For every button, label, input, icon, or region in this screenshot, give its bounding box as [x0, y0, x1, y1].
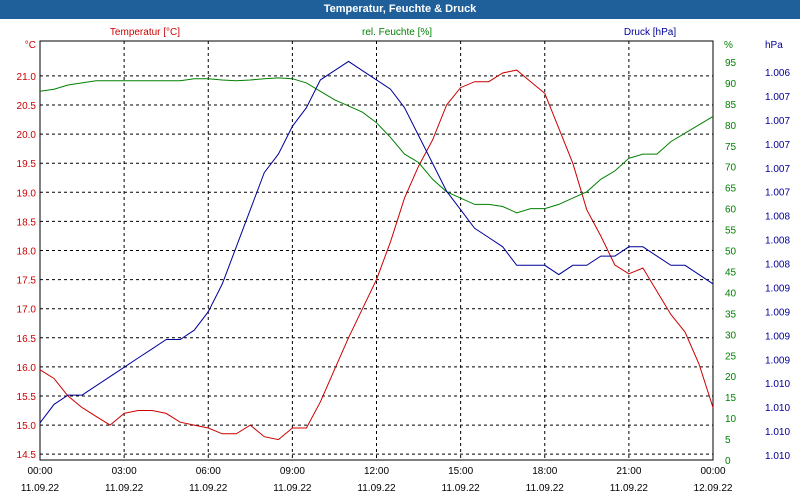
temperature-tick-label: 15.0 — [17, 421, 37, 432]
humidity-tick-label: 5 — [725, 435, 731, 446]
x-tick-date: 11.09.22 — [21, 483, 60, 494]
temperature-tick-label: 20.0 — [17, 130, 37, 141]
temperature-tick-label: 17.5 — [17, 276, 37, 287]
pressure-line — [39, 60, 714, 424]
temperature-tick-label: 18.0 — [17, 247, 37, 258]
pressure-axis-label: Druck [hPa] — [624, 27, 676, 38]
x-tick-date: 11.09.22 — [610, 483, 649, 494]
temperature-tick-label: 16.5 — [17, 334, 37, 345]
humidity-tick-label: 70 — [725, 163, 737, 174]
humidity-line — [39, 77, 714, 214]
axes: 00:00 11.09.22 03:00 11.09.22 06:00 11.09.22 0… — [17, 58, 791, 494]
x-tick-date: 11.09.22 — [357, 483, 396, 494]
pressure-tick-label: 1.008 — [765, 260, 790, 271]
temperature-tick-label: 19.5 — [17, 159, 37, 170]
humidity-tick-label: 45 — [725, 267, 737, 278]
pressure-tick-label: 1.010 — [765, 451, 790, 462]
humidity-tick-label: 50 — [725, 247, 737, 258]
x-tick-date: 11.09.22 — [273, 483, 312, 494]
x-tick-time: 09:00 — [280, 466, 305, 477]
pressure-tick-label: 1.007 — [765, 92, 790, 103]
x-tick-time: 21:00 — [616, 466, 641, 477]
x-tick-date: 11.09.22 — [189, 483, 228, 494]
humidity-tick-label: 65 — [725, 184, 737, 195]
humidity-tick-label: 80 — [725, 121, 737, 132]
temperature-tick-label: 19.0 — [17, 188, 37, 199]
x-tick-time: 12:00 — [364, 466, 389, 477]
x-tick-time: 15:00 — [448, 466, 473, 477]
pressure-tick-label: 1.007 — [765, 164, 790, 175]
humidity-tick-label: 10 — [725, 414, 737, 425]
temperature-tick-label: 20.5 — [17, 101, 37, 112]
pressure-tick-label: 1.007 — [765, 140, 790, 151]
humidity-tick-label: 60 — [725, 205, 737, 216]
pressure-tick-label: 1.006 — [765, 68, 790, 79]
x-tick-date: 11.09.22 — [105, 483, 144, 494]
pressure-tick-label: 1.009 — [765, 307, 790, 318]
pressure-tick-label: 1.007 — [765, 116, 790, 127]
temperature-tick-label: 17.0 — [17, 305, 37, 316]
gridlines — [40, 41, 713, 460]
temperature-axis-label: Temperatur [°C] — [110, 27, 180, 38]
humidity-tick-label: 25 — [725, 351, 737, 362]
pressure-tick-label: 1.010 — [765, 427, 790, 438]
x-tick-time: 18:00 — [532, 466, 557, 477]
chart-title: Temperatur, Feuchte & Druck — [0, 0, 800, 19]
temperature-line — [39, 69, 714, 441]
humidity-tick-label: 90 — [725, 79, 737, 90]
x-tick-date: 11.09.22 — [442, 483, 481, 494]
pressure-tick-label: 1.010 — [765, 403, 790, 414]
humidity-tick-label: 95 — [725, 58, 737, 69]
x-tick-time: 00:00 — [700, 466, 725, 477]
temperature-tick-label: 21.0 — [17, 72, 37, 83]
humidity-tick-label: 85 — [725, 100, 737, 111]
pressure-tick-label: 1.008 — [765, 236, 790, 247]
humidity-tick-label: 75 — [725, 142, 737, 153]
series-lines — [39, 60, 714, 441]
temperature-tick-label: 16.0 — [17, 363, 37, 374]
humidity-tick-label: 40 — [725, 288, 737, 299]
x-tick-time: 00:00 — [27, 466, 52, 477]
pressure-tick-label: 1.010 — [765, 379, 790, 390]
humidity-tick-label: 20 — [725, 372, 737, 383]
humidity-tick-label: 55 — [725, 226, 737, 237]
humidity-tick-label: 30 — [725, 330, 737, 341]
humidity-tick-label: 15 — [725, 393, 737, 404]
x-tick-time: 06:00 — [196, 466, 221, 477]
humidity-axis-label: rel. Feuchte [%] — [362, 27, 432, 38]
pressure-unit-label: hPa — [765, 40, 783, 51]
temperature-tick-label: 18.5 — [17, 217, 37, 228]
pressure-tick-label: 1.009 — [765, 355, 790, 366]
temperature-tick-label: 15.5 — [17, 392, 37, 403]
temperature-tick-label: 14.5 — [17, 450, 37, 461]
pressure-tick-label: 1.009 — [765, 331, 790, 342]
humidity-unit-label: % — [724, 40, 733, 51]
chart-area: 00:00 11.09.22 03:00 11.09.22 06:00 11.09.22 0… — [17, 27, 791, 494]
plot-frame — [39, 40, 714, 461]
humidity-tick-label: 35 — [725, 309, 737, 320]
pressure-tick-label: 1.009 — [765, 283, 790, 294]
x-tick-time: 03:00 — [112, 466, 137, 477]
temperature-unit-label: °C — [25, 40, 36, 51]
x-tick-date: 11.09.22 — [526, 483, 565, 494]
pressure-tick-label: 1.007 — [765, 188, 790, 199]
pressure-tick-label: 1.008 — [765, 212, 790, 223]
humidity-tick-label: 0 — [725, 456, 731, 467]
x-tick-date: 12.09.22 — [694, 483, 733, 494]
